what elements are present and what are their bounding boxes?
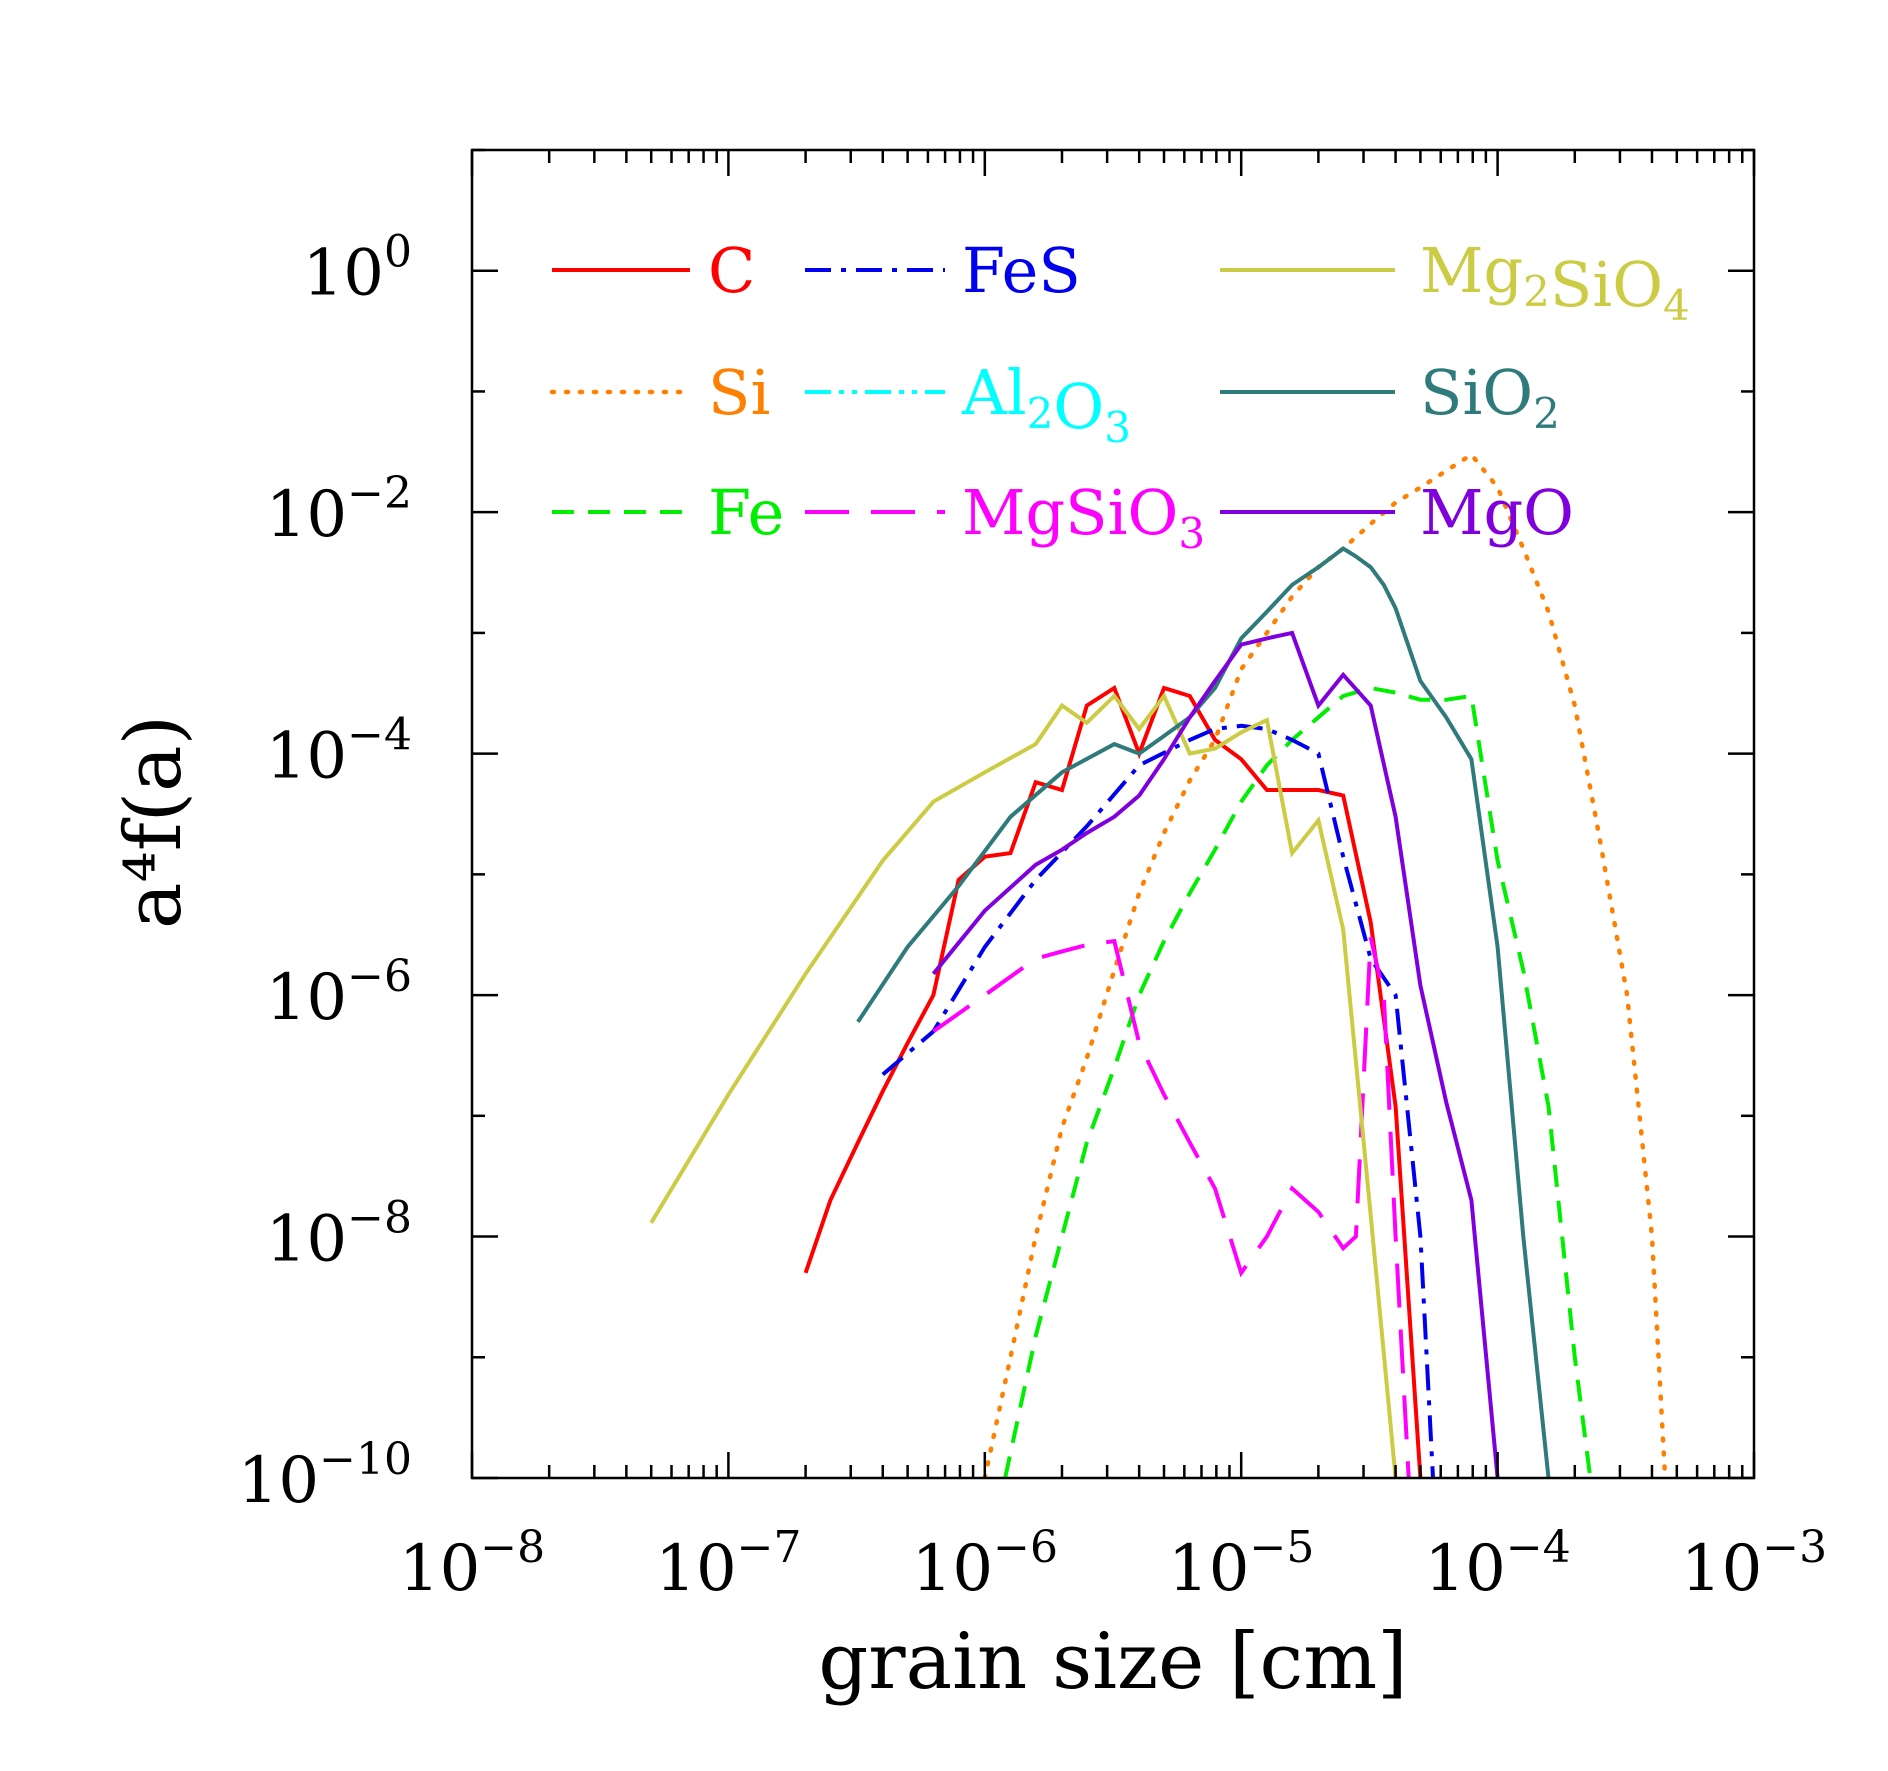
x-tick-label-base: 10	[1681, 1532, 1762, 1606]
y-tick-label-exponent: −10	[319, 1434, 412, 1485]
y-axis-label: a⁴f(a)	[109, 715, 199, 929]
legend-text: Mg	[1420, 234, 1523, 307]
x-tick-label: 10−7	[655, 1522, 801, 1606]
y-tick-label: 10−6	[266, 951, 412, 1035]
legend-subscript: 4	[1663, 281, 1690, 330]
series-layer	[649, 451, 1668, 1478]
x-tick-label-base: 10	[399, 1532, 480, 1606]
y-tick-label: 10−2	[266, 468, 412, 552]
x-tick-label-base: 10	[912, 1532, 993, 1606]
y-tick-label-base: 10	[266, 478, 347, 552]
x-tick-label: 10−8	[399, 1522, 545, 1606]
legend-label-mgsio: Mg2SiO4	[1420, 234, 1690, 330]
legend-label-si: Si	[708, 356, 770, 429]
series-line-mgsio	[932, 937, 1411, 1478]
x-tick-label: 10−5	[1168, 1522, 1314, 1606]
x-tick-label-base: 10	[655, 1532, 736, 1606]
legend-label-sio: SiO2	[1420, 356, 1560, 438]
series-line-mgo	[931, 630, 1500, 1478]
legend-subscript: 2	[1533, 389, 1560, 438]
y-tick-label: 10−10	[238, 1434, 412, 1518]
legend-subscript: 2	[1523, 267, 1550, 316]
y-tick-label-base: 10	[266, 1203, 347, 1277]
x-tick-label-base: 10	[1168, 1532, 1249, 1606]
legend-text: Al	[961, 356, 1027, 429]
legend-label-mgo: MgO	[1420, 476, 1574, 549]
y-tick-label: 100	[303, 227, 412, 311]
y-tick-label-exponent: 0	[384, 227, 412, 278]
y-tick-label-exponent: −8	[347, 1193, 412, 1244]
legend-text: Fe	[708, 476, 784, 549]
tick-labels-layer: 10−8 10−7 10−6 10−5 10−4 10−310010−210−410−61…	[238, 227, 1827, 1606]
y-tick-label: 10−8	[266, 1193, 412, 1277]
y-tick-label-base: 10	[266, 720, 347, 794]
x-tick-label-exponent: −8	[480, 1522, 545, 1573]
y-tick-label-base: 10	[303, 237, 384, 311]
plot-frame	[470, 148, 1756, 1480]
y-tick-label-exponent: −4	[347, 710, 412, 761]
y-tick-label-exponent: −2	[347, 468, 412, 519]
x-tick-label: 10−4	[1424, 1522, 1570, 1606]
legend-subscript: 3	[1178, 509, 1205, 558]
y-tick-label-exponent: −6	[347, 951, 412, 1002]
y-tick-label-base: 10	[266, 961, 347, 1035]
x-tick-label-exponent: −6	[993, 1522, 1058, 1573]
legend-label-alo: Al2O3	[961, 356, 1131, 452]
x-tick-label: 10−3	[1681, 1522, 1827, 1606]
legend-text: SiO	[1420, 356, 1533, 429]
legend-label-fes: FeS	[962, 234, 1081, 307]
legend-label-mgsio: MgSiO3	[962, 476, 1205, 558]
x-tick-label: 10−6	[912, 1522, 1058, 1606]
series-line-sio	[856, 546, 1551, 1478]
x-axis-label: grain size [cm]	[818, 1617, 1407, 1707]
legend-text: C	[708, 234, 755, 307]
series-line-fe	[1003, 685, 1593, 1478]
legend-text: MgSiO	[962, 476, 1178, 549]
legend-text: O	[1053, 370, 1104, 443]
y-tick-label-base: 10	[238, 1444, 319, 1518]
x-tick-label-exponent: −5	[1249, 1522, 1314, 1573]
legend-text: SiO	[1550, 248, 1663, 321]
legend-subscript: 2	[1027, 389, 1054, 438]
series-line-c	[803, 684, 1423, 1478]
x-tick-label-base: 10	[1424, 1532, 1505, 1606]
legend-text: FeS	[962, 234, 1081, 307]
x-tick-label-exponent: −4	[1506, 1522, 1571, 1573]
legend-text: Si	[708, 356, 770, 429]
legend-label-c: C	[708, 234, 755, 307]
series-line-mgsio	[649, 692, 1398, 1478]
legend-subscript: 3	[1104, 403, 1131, 452]
legend-text: MgO	[1420, 476, 1574, 549]
x-tick-label-exponent: −3	[1762, 1522, 1827, 1573]
legend-label-fe: Fe	[708, 476, 784, 549]
y-tick-label: 10−4	[266, 710, 412, 794]
x-tick-label-exponent: −7	[737, 1522, 802, 1573]
